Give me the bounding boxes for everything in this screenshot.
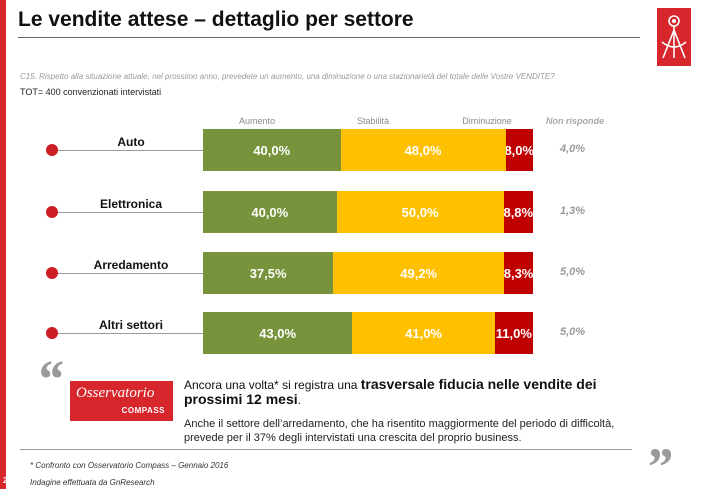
data-label: 43,0%: [259, 325, 297, 341]
bar-segment-stabilit: 48,0%: [340, 129, 506, 171]
title-divider: [18, 37, 640, 38]
stacked-bar: 37,5% 49,2% 8,3%: [203, 252, 533, 294]
legend-stabilita: Stabilità: [356, 116, 390, 126]
legend-diminuzione: Diminuzione: [462, 116, 512, 126]
callout-detail: Anche il settore dell’arredamento, che h…: [184, 418, 615, 444]
footer-divider: [20, 449, 632, 450]
data-label: 8,0%: [505, 142, 534, 158]
close-quote-icon: ”: [645, 437, 672, 497]
non-risponde-value: 1,3%: [560, 205, 586, 217]
bar-segment-aumento: 40,0%: [203, 191, 337, 233]
callout-suffix: .: [297, 393, 301, 407]
stacked-bar: 40,0% 50,0% 8,8%: [203, 191, 533, 233]
legend-aumento: Aumento: [238, 116, 276, 126]
bar-segment-aumento: 43,0%: [203, 312, 353, 354]
bar-segment-stabilit: 50,0%: [336, 191, 504, 233]
slide-title: Le vendite attese – dettaglio per settor…: [18, 8, 414, 31]
legend-non-risponde: Non risponde: [546, 116, 604, 126]
bar-segment-aumento: 37,5%: [203, 252, 334, 294]
red-dot-icon: [46, 206, 58, 218]
data-label: 40,0%: [251, 204, 289, 220]
compass-label: COMPASS: [121, 406, 165, 415]
data-label: 37,5%: [249, 265, 287, 281]
compass-logo-icon: [657, 8, 691, 66]
footnote: * Confronto con Osservatorio Compass – G…: [30, 461, 229, 470]
sector-label: Elettronica: [99, 197, 162, 211]
sector-label: Arredamento: [93, 258, 169, 272]
stacked-bar: 40,0% 48,0% 8,0%: [203, 129, 533, 171]
data-label: 40,0%: [253, 142, 291, 158]
slide-number: 2: [3, 476, 8, 485]
survey-question: C15. Rispetto alla situazione attuale, n…: [20, 72, 555, 81]
leader-line: [55, 150, 203, 151]
leader-line: [55, 273, 203, 274]
data-label: 8,3%: [504, 265, 533, 281]
osservatorio-label: Osservatorio: [76, 385, 155, 401]
data-label: 11,0%: [495, 325, 532, 341]
non-risponde-value: 5,0%: [560, 266, 586, 278]
bar-segment-diminuzione: 11,0%: [494, 312, 533, 354]
data-label: 8,8%: [503, 204, 533, 220]
callout-message: Ancora una volta* si registra una trasve…: [184, 377, 654, 407]
bar-segment-diminuzione: 8,0%: [505, 129, 534, 171]
callout-highlight: trasversale fiducia nelle vendite dei pr…: [184, 376, 597, 407]
bar-segment-stabilit: 49,2%: [333, 252, 505, 294]
callout-prefix: Ancora una volta* si registra una: [184, 378, 361, 392]
open-quote-icon: “: [36, 349, 63, 409]
osservatorio-compass-logo: Osservatorio COMPASS: [70, 381, 173, 421]
bar-segment-aumento: 40,0%: [203, 129, 341, 171]
bar-segment-diminuzione: 8,8%: [503, 191, 533, 233]
data-label: 41,0%: [405, 325, 442, 341]
sector-label: Auto: [117, 135, 145, 149]
left-accent-strip: [0, 0, 6, 489]
sector-label: Altri settori: [98, 318, 163, 332]
leader-line: [55, 333, 203, 334]
red-dot-icon: [46, 267, 58, 279]
data-label: 48,0%: [404, 142, 442, 158]
data-label: 50,0%: [401, 204, 439, 220]
bar-segment-diminuzione: 8,3%: [504, 252, 533, 294]
bar-segment-stabilit: 41,0%: [352, 312, 495, 354]
data-label: 49,2%: [400, 265, 438, 281]
red-dot-icon: [46, 327, 58, 339]
red-dot-icon: [46, 144, 58, 156]
source-note: Indagine effettuata da GnResearch: [30, 478, 155, 487]
sample-base-note: TOT= 400 convenzionati intervistati: [20, 87, 162, 97]
stacked-bar: 43,0% 41,0% 11,0%: [203, 312, 533, 354]
non-risponde-value: 5,0%: [560, 326, 586, 338]
leader-line: [55, 212, 203, 213]
non-risponde-value: 4,0%: [560, 143, 586, 155]
